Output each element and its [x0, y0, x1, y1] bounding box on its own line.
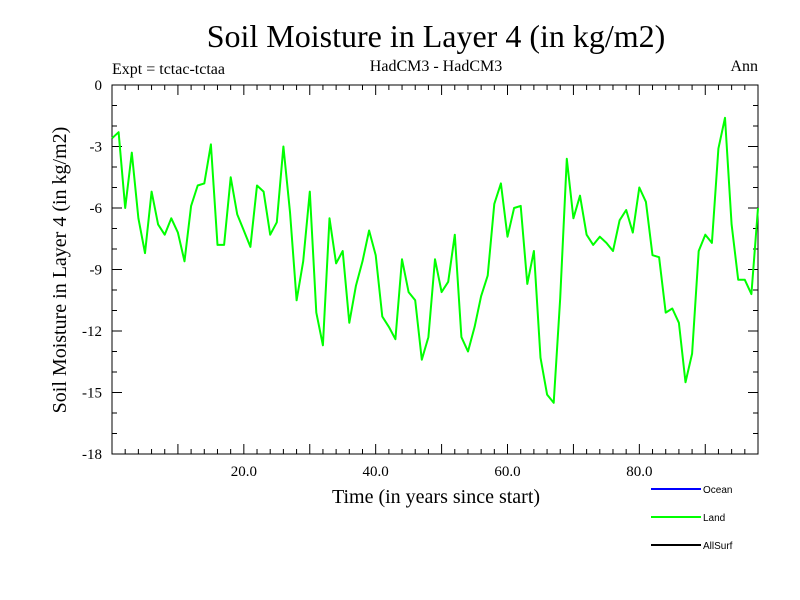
season-label: Ann	[730, 58, 758, 75]
y-axis-tick-labels: 0 -3 -6 -9 -12 -15 -18	[82, 78, 102, 463]
series-line-land	[111, 116, 759, 404]
x-tick-label: 60.0	[494, 464, 520, 480]
legend-label-land: Land	[703, 513, 725, 524]
x-tick-label: 20.0	[231, 464, 257, 480]
y-tick-label: -3	[90, 140, 103, 156]
y-axis-label: Soil Moisture in Layer 4 (in kg/m2)	[49, 127, 71, 414]
legend: Ocean Land AllSurf	[651, 485, 733, 552]
y-tick-label: -12	[82, 324, 102, 340]
series-group	[111, 116, 759, 404]
x-tick-label: 80.0	[626, 464, 652, 480]
model-label: HadCM3 - HadCM3	[370, 58, 502, 75]
y-tick-label: -9	[90, 263, 103, 279]
legend-label-ocean: Ocean	[703, 485, 732, 496]
y-tick-label: -18	[82, 447, 102, 463]
x-tick-label: 40.0	[363, 464, 389, 480]
y-tick-label: -15	[82, 386, 102, 402]
experiment-label: Expt = tctac-tctaa	[112, 61, 225, 78]
x-axis-ticks	[124, 85, 746, 454]
legend-label-allsurf: AllSurf	[703, 541, 733, 552]
chart-title: Soil Moisture in Layer 4 (in kg/m2)	[207, 18, 666, 54]
x-axis-label: Time (in years since start)	[332, 486, 540, 508]
x-axis-tick-labels: 20.0 40.0 60.0 80.0	[231, 464, 653, 480]
y-tick-label: 0	[95, 78, 103, 94]
y-axis-ticks	[112, 105, 758, 434]
y-tick-label: -6	[90, 201, 103, 217]
